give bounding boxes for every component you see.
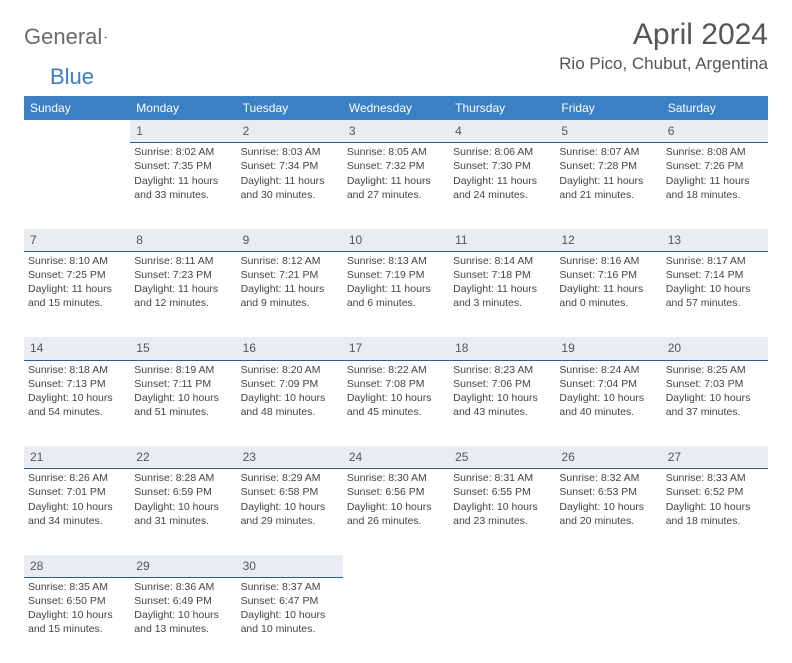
empty-cell — [24, 120, 130, 143]
day-cell: Sunrise: 8:24 AMSunset: 7:04 PMDaylight:… — [555, 360, 661, 446]
weekday-header: Tuesday — [237, 96, 343, 120]
empty-cell — [662, 555, 768, 578]
day-cell: Sunrise: 8:35 AMSunset: 6:50 PMDaylight:… — [24, 577, 130, 663]
day-cell: Sunrise: 8:22 AMSunset: 7:08 PMDaylight:… — [343, 360, 449, 446]
weekday-header: Saturday — [662, 96, 768, 120]
day-cell: Sunrise: 8:14 AMSunset: 7:18 PMDaylight:… — [449, 251, 555, 337]
day-number-row: 14151617181920 — [24, 337, 768, 360]
day-number-cell: 24 — [343, 446, 449, 469]
day-number-cell: 4 — [449, 120, 555, 143]
brand-logo: General — [24, 24, 126, 50]
day-number-cell: 3 — [343, 120, 449, 143]
day-cell: Sunrise: 8:03 AMSunset: 7:34 PMDaylight:… — [237, 143, 343, 229]
day-cell: Sunrise: 8:19 AMSunset: 7:11 PMDaylight:… — [130, 360, 236, 446]
day-number-cell: 11 — [449, 229, 555, 252]
day-number-cell: 20 — [662, 337, 768, 360]
day-number-cell: 23 — [237, 446, 343, 469]
day-number-cell: 30 — [237, 555, 343, 578]
day-number-cell: 1 — [130, 120, 236, 143]
day-cell: Sunrise: 8:12 AMSunset: 7:21 PMDaylight:… — [237, 251, 343, 337]
empty-cell — [555, 555, 661, 578]
day-number-cell: 14 — [24, 337, 130, 360]
day-number-row: 21222324252627 — [24, 446, 768, 469]
day-cell: Sunrise: 8:31 AMSunset: 6:55 PMDaylight:… — [449, 469, 555, 555]
day-number-cell: 5 — [555, 120, 661, 143]
day-number-cell: 15 — [130, 337, 236, 360]
empty-cell — [662, 577, 768, 663]
day-content-row: Sunrise: 8:02 AMSunset: 7:35 PMDaylight:… — [24, 143, 768, 229]
weekday-header: Friday — [555, 96, 661, 120]
day-content-row: Sunrise: 8:10 AMSunset: 7:25 PMDaylight:… — [24, 251, 768, 337]
brand-mark-icon — [104, 28, 107, 46]
day-cell: Sunrise: 8:13 AMSunset: 7:19 PMDaylight:… — [343, 251, 449, 337]
day-number-cell: 7 — [24, 229, 130, 252]
day-cell: Sunrise: 8:06 AMSunset: 7:30 PMDaylight:… — [449, 143, 555, 229]
day-number-cell: 29 — [130, 555, 236, 578]
weekday-header: Thursday — [449, 96, 555, 120]
day-number-cell: 28 — [24, 555, 130, 578]
weekday-header: Wednesday — [343, 96, 449, 120]
day-number-row: 282930 — [24, 555, 768, 578]
day-cell: Sunrise: 8:29 AMSunset: 6:58 PMDaylight:… — [237, 469, 343, 555]
brand-word2: Blue — [50, 64, 94, 90]
day-cell: Sunrise: 8:18 AMSunset: 7:13 PMDaylight:… — [24, 360, 130, 446]
day-number-cell: 22 — [130, 446, 236, 469]
weekday-header: Sunday — [24, 96, 130, 120]
day-number-cell: 10 — [343, 229, 449, 252]
day-number-cell: 6 — [662, 120, 768, 143]
day-content-row: Sunrise: 8:35 AMSunset: 6:50 PMDaylight:… — [24, 577, 768, 663]
calendar-body: 123456Sunrise: 8:02 AMSunset: 7:35 PMDay… — [24, 120, 768, 663]
day-number-cell: 25 — [449, 446, 555, 469]
day-number-cell: 17 — [343, 337, 449, 360]
empty-cell — [343, 577, 449, 663]
day-cell: Sunrise: 8:28 AMSunset: 6:59 PMDaylight:… — [130, 469, 236, 555]
day-cell: Sunrise: 8:17 AMSunset: 7:14 PMDaylight:… — [662, 251, 768, 337]
day-cell: Sunrise: 8:25 AMSunset: 7:03 PMDaylight:… — [662, 360, 768, 446]
day-cell: Sunrise: 8:26 AMSunset: 7:01 PMDaylight:… — [24, 469, 130, 555]
day-number-cell: 12 — [555, 229, 661, 252]
day-cell: Sunrise: 8:11 AMSunset: 7:23 PMDaylight:… — [130, 251, 236, 337]
day-cell: Sunrise: 8:36 AMSunset: 6:49 PMDaylight:… — [130, 577, 236, 663]
day-number-cell: 18 — [449, 337, 555, 360]
day-cell: Sunrise: 8:08 AMSunset: 7:26 PMDaylight:… — [662, 143, 768, 229]
empty-cell — [343, 555, 449, 578]
title-block: April 2024 Rio Pico, Chubut, Argentina — [559, 18, 768, 74]
day-cell: Sunrise: 8:23 AMSunset: 7:06 PMDaylight:… — [449, 360, 555, 446]
weekday-header-row: SundayMondayTuesdayWednesdayThursdayFrid… — [24, 96, 768, 120]
day-number-cell: 19 — [555, 337, 661, 360]
weekday-header: Monday — [130, 96, 236, 120]
day-number-cell: 13 — [662, 229, 768, 252]
day-cell: Sunrise: 8:02 AMSunset: 7:35 PMDaylight:… — [130, 143, 236, 229]
day-cell: Sunrise: 8:32 AMSunset: 6:53 PMDaylight:… — [555, 469, 661, 555]
day-number-cell: 8 — [130, 229, 236, 252]
day-number-cell: 26 — [555, 446, 661, 469]
day-cell: Sunrise: 8:07 AMSunset: 7:28 PMDaylight:… — [555, 143, 661, 229]
day-cell: Sunrise: 8:33 AMSunset: 6:52 PMDaylight:… — [662, 469, 768, 555]
day-number-cell: 9 — [237, 229, 343, 252]
day-number-cell: 21 — [24, 446, 130, 469]
day-number-row: 78910111213 — [24, 229, 768, 252]
empty-cell — [24, 143, 130, 229]
day-number-cell: 2 — [237, 120, 343, 143]
calendar-table: SundayMondayTuesdayWednesdayThursdayFrid… — [24, 96, 768, 663]
empty-cell — [555, 577, 661, 663]
empty-cell — [449, 577, 555, 663]
day-content-row: Sunrise: 8:18 AMSunset: 7:13 PMDaylight:… — [24, 360, 768, 446]
brand-word1: General — [24, 24, 102, 50]
location-text: Rio Pico, Chubut, Argentina — [559, 54, 768, 74]
day-content-row: Sunrise: 8:26 AMSunset: 7:01 PMDaylight:… — [24, 469, 768, 555]
day-cell: Sunrise: 8:16 AMSunset: 7:16 PMDaylight:… — [555, 251, 661, 337]
day-number-row: 123456 — [24, 120, 768, 143]
month-title: April 2024 — [559, 18, 768, 52]
day-cell: Sunrise: 8:10 AMSunset: 7:25 PMDaylight:… — [24, 251, 130, 337]
day-cell: Sunrise: 8:37 AMSunset: 6:47 PMDaylight:… — [237, 577, 343, 663]
day-cell: Sunrise: 8:30 AMSunset: 6:56 PMDaylight:… — [343, 469, 449, 555]
empty-cell — [449, 555, 555, 578]
day-cell: Sunrise: 8:05 AMSunset: 7:32 PMDaylight:… — [343, 143, 449, 229]
day-number-cell: 27 — [662, 446, 768, 469]
day-cell: Sunrise: 8:20 AMSunset: 7:09 PMDaylight:… — [237, 360, 343, 446]
day-number-cell: 16 — [237, 337, 343, 360]
